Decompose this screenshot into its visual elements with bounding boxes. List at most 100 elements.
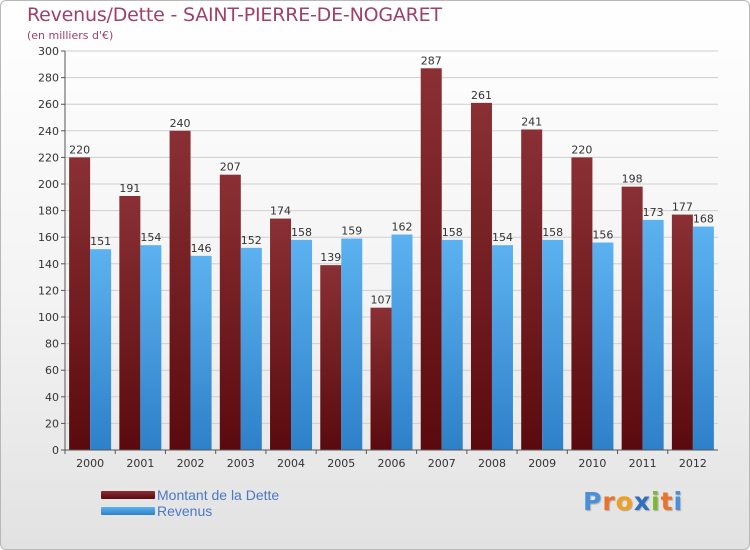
bar-revenue (140, 245, 162, 450)
y-tick-label: 180 (38, 205, 59, 218)
data-label-revenue: 158 (542, 226, 563, 239)
legend-item-revenue: Revenus (101, 503, 279, 519)
bar-debt (420, 68, 442, 450)
x-tick-label: 2012 (679, 457, 707, 470)
bar-debt (169, 130, 191, 451)
x-tick-label: 2003 (227, 457, 255, 470)
y-tick-label: 160 (38, 231, 59, 244)
data-label-revenue: 173 (643, 206, 664, 219)
legend-swatch-debt (101, 491, 155, 499)
x-tick-label: 2005 (327, 457, 355, 470)
bar-debt (521, 129, 543, 450)
logo-letter: i (651, 487, 661, 516)
legend-swatch-revenue (101, 507, 155, 515)
y-tick-label: 280 (38, 72, 59, 85)
data-label-debt: 261 (471, 89, 492, 102)
y-tick-label: 260 (38, 98, 59, 111)
proxiti-logo: Proxiti (583, 487, 683, 516)
y-tick-label: 60 (45, 364, 59, 377)
data-label-debt: 191 (119, 182, 140, 195)
data-label-revenue: 152 (241, 234, 262, 247)
y-tick-label: 240 (38, 125, 59, 138)
data-label-debt: 107 (371, 294, 392, 307)
y-tick-label: 40 (45, 391, 59, 404)
y-tick-label: 80 (45, 338, 59, 351)
bar-debt (320, 265, 342, 450)
data-label-revenue: 158 (442, 226, 463, 239)
bar-debt (219, 174, 241, 450)
y-tick-label: 100 (38, 311, 59, 324)
logo-letter: t (660, 487, 674, 516)
data-label-revenue: 154 (492, 231, 513, 244)
legend-label-debt: Montant de la Dette (157, 487, 280, 503)
y-tick-label: 20 (45, 417, 59, 430)
y-tick-label: 140 (38, 258, 59, 271)
data-label-revenue: 159 (341, 225, 362, 238)
bar-debt (119, 195, 141, 450)
x-tick-label: 2007 (428, 457, 456, 470)
data-label-debt: 139 (320, 251, 341, 264)
data-label-debt: 240 (170, 117, 191, 130)
x-tick-label: 2011 (629, 457, 657, 470)
x-tick-label: 2006 (378, 457, 406, 470)
data-label-debt: 220 (571, 143, 592, 156)
legend: Montant de la Dette Revenus (101, 487, 279, 519)
y-tick-label: 0 (52, 444, 59, 457)
bar-revenue (90, 249, 112, 450)
data-label-debt: 220 (69, 143, 90, 156)
logo-letter: i (673, 487, 684, 516)
bar-revenue (240, 247, 262, 450)
data-label-debt: 177 (672, 201, 693, 214)
x-tick-label: 2002 (177, 457, 205, 470)
bar-debt (270, 218, 292, 450)
data-label-revenue: 156 (592, 229, 613, 242)
bar-revenue (441, 239, 463, 450)
x-tick-label: 2009 (528, 457, 556, 470)
logo-letter: P (583, 487, 603, 516)
bar-debt (571, 157, 593, 450)
bar-revenue (291, 239, 313, 450)
bar-revenue (692, 226, 714, 450)
bar-revenue (491, 245, 513, 450)
x-tick-label: 2004 (277, 457, 305, 470)
bar-revenue (341, 238, 363, 450)
logo-letter: r (602, 487, 616, 516)
bar-revenue (190, 255, 212, 450)
data-label-revenue: 154 (140, 231, 161, 244)
bar-debt (470, 102, 492, 451)
x-tick-label: 2008 (478, 457, 506, 470)
data-label-revenue: 168 (693, 213, 714, 226)
y-tick-label: 300 (38, 45, 59, 58)
bar-revenue (642, 219, 664, 450)
x-tick-label: 2001 (126, 457, 154, 470)
bar-debt (69, 157, 91, 450)
bar-revenue (592, 242, 614, 450)
logo-letter: o (615, 487, 634, 516)
x-tick-label: 2010 (578, 457, 606, 470)
bar-revenue (391, 234, 413, 450)
bar-revenue (542, 239, 564, 450)
bar-debt (671, 214, 693, 450)
bar-debt (621, 186, 643, 450)
chart-title: Revenus/Dette - SAINT-PIERRE-DE-NOGARET (27, 4, 442, 26)
data-label-revenue: 158 (291, 226, 312, 239)
data-label-debt: 198 (622, 173, 643, 186)
y-tick-label: 200 (38, 178, 59, 191)
data-label-debt: 241 (521, 115, 542, 128)
data-label-revenue: 146 (191, 242, 212, 255)
axis-layer: 0 20 40 60 80 100 120 140 160 180 200 220 240 260 280 3… (38, 45, 718, 470)
chart-subtitle: (en milliers d'€) (27, 29, 114, 42)
logo-letter: x (633, 487, 651, 516)
legend-label-revenue: Revenus (157, 503, 213, 519)
legend-item-debt: Montant de la Dette (101, 487, 279, 503)
bars-layer: 2201511911542401462071521741581391591071… (69, 54, 714, 451)
y-tick-label: 220 (38, 151, 59, 164)
data-label-revenue: 162 (392, 221, 413, 234)
data-label-debt: 207 (220, 161, 241, 174)
y-tick-label: 120 (38, 284, 59, 297)
bar-debt (370, 307, 392, 450)
data-label-debt: 287 (421, 54, 442, 67)
x-tick-label: 2000 (76, 457, 104, 470)
